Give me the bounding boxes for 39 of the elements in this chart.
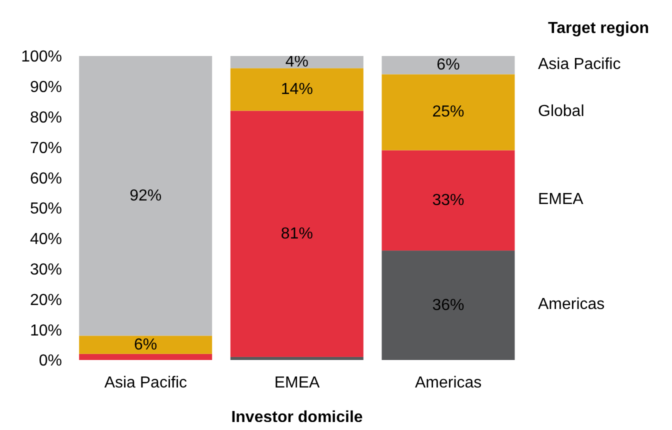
bar <box>79 354 212 360</box>
y-tick-label: 20% <box>30 292 62 309</box>
y-tick-label: 50% <box>30 200 62 218</box>
legend-title: Target region <box>548 20 650 38</box>
data-label: 92% <box>130 187 162 204</box>
y-tick-label: 100% <box>21 48 62 66</box>
bar <box>382 150 515 251</box>
bar <box>230 68 364 111</box>
bar <box>382 250 515 360</box>
bar <box>382 74 515 150</box>
data-label: 36% <box>432 296 464 314</box>
bar <box>79 336 212 354</box>
data-label: 81% <box>280 225 313 242</box>
series-label: Global <box>538 102 584 122</box>
y-tick-label: 80% <box>30 109 62 126</box>
bar <box>230 356 364 360</box>
bar <box>79 56 212 336</box>
bar <box>382 56 515 74</box>
y-tick-label: 90% <box>30 79 62 96</box>
y-tick-label: 0% <box>38 352 62 370</box>
data-label: 25% <box>432 104 464 121</box>
y-tick-label: 40% <box>30 231 62 248</box>
x-tick-label: Asia Pacific <box>104 374 188 392</box>
y-tick-label: 70% <box>30 140 62 157</box>
series-label: Asia Pacific <box>538 55 621 76</box>
data-label: 14% <box>280 80 313 98</box>
data-label: 6% <box>134 336 158 354</box>
y-tick-label: 60% <box>30 170 62 188</box>
data-label: 6% <box>436 56 460 74</box>
y-tick-label: 30% <box>30 261 62 278</box>
x-tick-label: Americas <box>414 374 482 392</box>
x-tick-label: EMEA <box>274 374 320 392</box>
series-label: Americas <box>538 295 605 316</box>
bar <box>230 56 364 68</box>
series-label: EMEA <box>538 190 584 210</box>
y-tick-label: 10% <box>30 322 62 340</box>
data-label: 33% <box>432 192 464 209</box>
bar <box>230 110 364 357</box>
x-axis-title: Investor domicile <box>231 409 363 426</box>
